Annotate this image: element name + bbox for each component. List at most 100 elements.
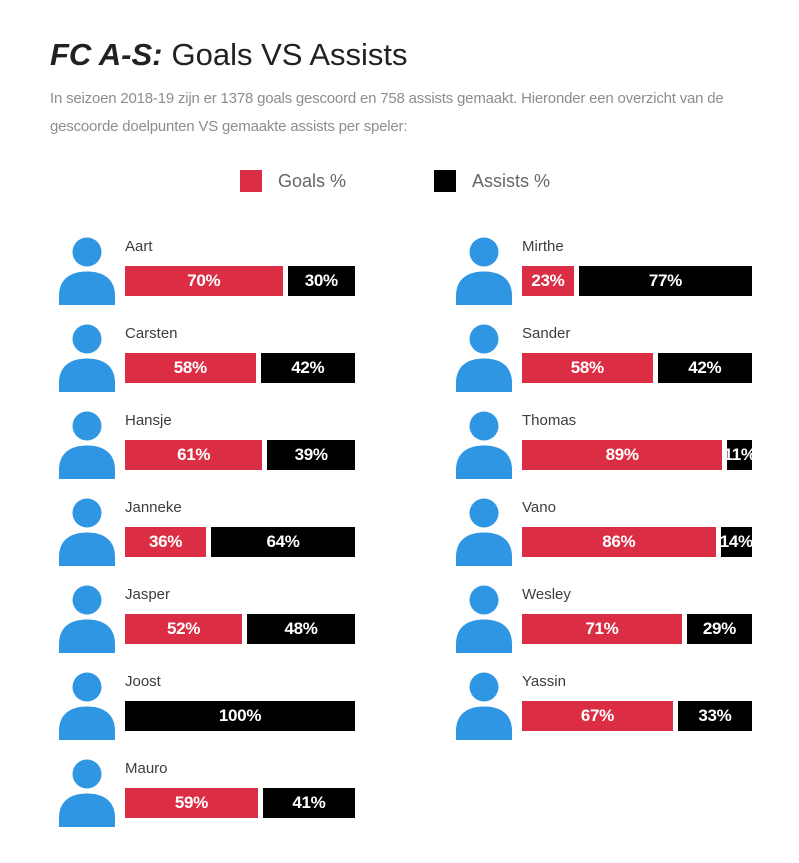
goals-bar-segment: 52% bbox=[125, 614, 242, 644]
goals-pct-label: 70% bbox=[187, 271, 221, 290]
goals-pct-label: 89% bbox=[605, 445, 639, 464]
player-bar: 71% 29% bbox=[522, 614, 752, 644]
chart-subtitle: In seizoen 2018-19 zijn er 1378 goals ge… bbox=[50, 90, 724, 135]
person-icon bbox=[59, 498, 115, 566]
player-row-mirthe: Mirthe 23% 77% bbox=[455, 237, 755, 324]
person-icon bbox=[59, 759, 115, 827]
assists-pct-label: 14% bbox=[720, 532, 753, 551]
assists-bar-segment: 64% bbox=[211, 527, 355, 557]
assists-bar-segment: 42% bbox=[657, 353, 752, 383]
player-name: Joost bbox=[125, 673, 161, 690]
assists-color-swatch bbox=[434, 170, 457, 192]
person-icon bbox=[59, 237, 115, 305]
player-name: Wesley bbox=[522, 586, 571, 603]
player-name: Thomas bbox=[522, 412, 577, 429]
goals-bar-segment: 67% bbox=[522, 701, 673, 731]
player-name: Janneke bbox=[125, 499, 182, 516]
goals-pct-label: 71% bbox=[585, 619, 619, 638]
goals-bar-segment: 58% bbox=[522, 353, 653, 383]
player-row-yassin: Yassin 67% 33% bbox=[455, 672, 755, 759]
person-icon bbox=[456, 237, 512, 305]
person-icon bbox=[456, 411, 512, 479]
player-name: Aart bbox=[125, 238, 153, 255]
player-name: Jasper bbox=[125, 586, 171, 603]
goals-color-swatch bbox=[240, 170, 262, 192]
player-row-hansje: Hansje 61% 39% bbox=[58, 411, 358, 498]
assists-bar-segment: 30% bbox=[287, 266, 355, 296]
assists-bar-segment: 11% bbox=[727, 440, 752, 470]
player-bar: 67% 33% bbox=[522, 701, 752, 731]
goals-bar-segment: 59% bbox=[125, 788, 258, 818]
player-name: Carsten bbox=[125, 325, 178, 342]
player-bar: 52% 48% bbox=[125, 614, 355, 644]
assists-pct-label: 33% bbox=[698, 706, 732, 725]
player-name: Yassin bbox=[522, 673, 566, 690]
player-bar: 58% 42% bbox=[522, 353, 752, 383]
player-bar: 23% 77% bbox=[522, 266, 752, 296]
player-bar: 100% bbox=[125, 701, 355, 731]
player-name: Mauro bbox=[125, 760, 168, 777]
assists-pct-label: 77% bbox=[648, 271, 682, 290]
assists-pct-label: 30% bbox=[304, 271, 338, 290]
player-row-joost: Joost 100% bbox=[58, 672, 358, 759]
player-bar: 89% 11% bbox=[522, 440, 752, 470]
chart-legend: Goals % Assists % bbox=[240, 170, 550, 192]
goals-pct-label: 58% bbox=[173, 358, 207, 377]
goals-pct-label: 36% bbox=[148, 532, 183, 551]
assists-legend-label: Assists % bbox=[472, 170, 551, 191]
assists-bar-segment: 39% bbox=[267, 440, 355, 470]
goals-bar-segment: 58% bbox=[125, 353, 256, 383]
goals-bar-segment: 71% bbox=[522, 614, 682, 644]
assists-pct-label: 100% bbox=[218, 706, 262, 725]
person-icon bbox=[59, 411, 115, 479]
assists-bar-segment: 42% bbox=[260, 353, 355, 383]
page-title-rest: Goals VS Assists bbox=[171, 36, 408, 72]
page-title-prefix: FC A-S: bbox=[50, 36, 163, 72]
assists-pct-label: 42% bbox=[688, 358, 722, 377]
player-row-jasper: Jasper 52% 48% bbox=[58, 585, 358, 672]
person-icon bbox=[456, 672, 512, 740]
goals-pct-label: 58% bbox=[570, 358, 604, 377]
player-bar: 59% 41% bbox=[125, 788, 355, 818]
goals-pct-label: 67% bbox=[580, 706, 614, 725]
goals-pct-label: 59% bbox=[174, 793, 208, 812]
goals-legend-label: Goals % bbox=[278, 170, 347, 191]
player-name: Mirthe bbox=[522, 238, 564, 255]
assists-pct-label: 29% bbox=[702, 619, 736, 638]
person-icon bbox=[59, 585, 115, 653]
player-name: Vano bbox=[522, 499, 556, 516]
player-row-wesley: Wesley 71% 29% bbox=[455, 585, 755, 672]
player-bar: 86% 14% bbox=[522, 527, 752, 557]
goals-bar-segment: 36% bbox=[125, 527, 206, 557]
player-row-aart: Aart 70% 30% bbox=[58, 237, 358, 324]
goals-bar-segment: 70% bbox=[125, 266, 283, 296]
assists-bar-segment: 77% bbox=[578, 266, 752, 296]
assists-pct-label: 11% bbox=[727, 445, 752, 464]
player-row-mauro: Mauro 59% 41% bbox=[58, 759, 358, 846]
legend-item-goals: Goals % bbox=[240, 170, 346, 192]
page-title: FC A-S: Goals VS Assists bbox=[50, 37, 408, 73]
goals-pct-label: 23% bbox=[531, 271, 565, 290]
assists-pct-label: 64% bbox=[266, 532, 300, 551]
player-bar: 70% 30% bbox=[125, 266, 355, 296]
goals-pct-label: 86% bbox=[602, 532, 636, 551]
assists-bar-segment: 33% bbox=[677, 701, 752, 731]
person-icon bbox=[59, 672, 115, 740]
player-row-vano: Vano 86% 14% bbox=[455, 498, 755, 585]
player-row-thomas: Thomas 89% 11% bbox=[455, 411, 755, 498]
goals-bar-segment: 61% bbox=[125, 440, 263, 470]
person-icon bbox=[456, 324, 512, 392]
assists-bar-segment: 29% bbox=[686, 614, 752, 644]
player-name: Sander bbox=[522, 325, 571, 342]
player-name: Hansje bbox=[125, 412, 172, 429]
goals-pct-label: 61% bbox=[177, 445, 211, 464]
assists-pct-label: 39% bbox=[294, 445, 328, 464]
goals-pct-label: 52% bbox=[166, 619, 201, 638]
assists-bar-segment: 14% bbox=[720, 527, 753, 557]
assists-bar-segment: 48% bbox=[247, 614, 355, 644]
player-bar: 36% 64% bbox=[125, 527, 355, 557]
assists-bar-segment: 41% bbox=[262, 788, 355, 818]
legend-item-assists: Assists % bbox=[434, 170, 550, 192]
goals-bar-segment: 89% bbox=[522, 440, 723, 470]
